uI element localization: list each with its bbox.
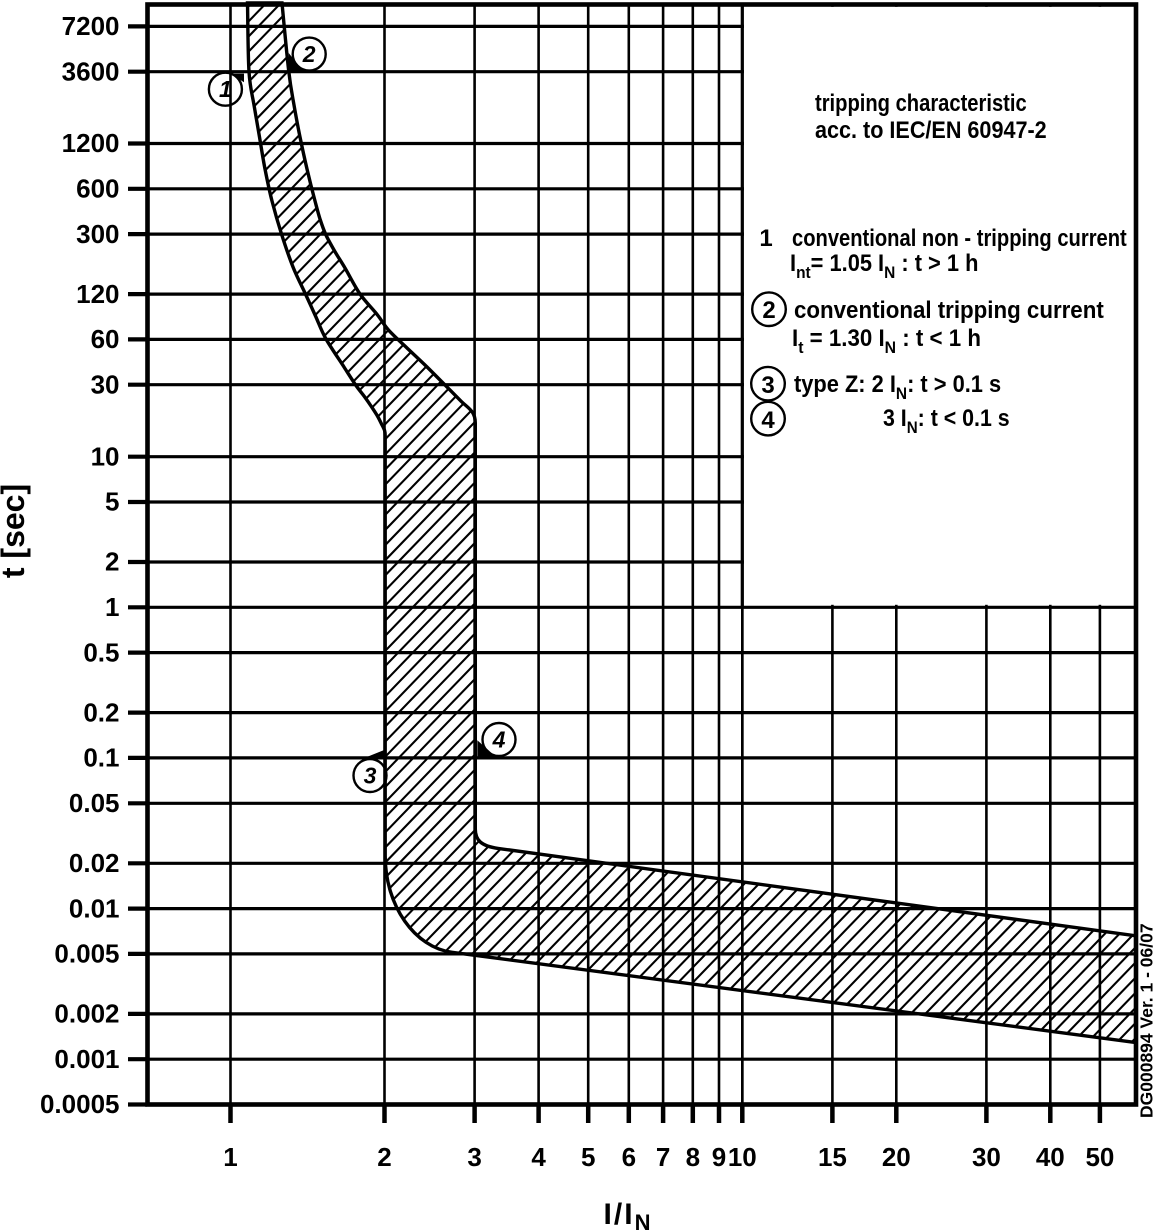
- svg-text:120: 120: [76, 279, 119, 309]
- svg-text:t [sec]: t [sec]: [0, 484, 31, 578]
- svg-text:0.002: 0.002: [54, 999, 119, 1029]
- svg-text:0.005: 0.005: [54, 939, 119, 969]
- svg-text:1: 1: [223, 1142, 237, 1172]
- svg-text:5: 5: [105, 487, 119, 517]
- svg-text:0.2: 0.2: [83, 697, 119, 727]
- svg-text:3: 3: [467, 1142, 481, 1172]
- svg-text:DG000894 Ver. 1 - 06/07: DG000894 Ver. 1 - 06/07: [1137, 923, 1153, 1118]
- svg-text:10: 10: [728, 1142, 757, 1172]
- svg-text:2: 2: [762, 297, 775, 324]
- svg-text:3: 3: [761, 372, 774, 399]
- svg-text:1: 1: [105, 592, 119, 622]
- svg-text:10: 10: [91, 441, 120, 471]
- svg-text:50: 50: [1085, 1142, 1114, 1172]
- svg-text:7: 7: [656, 1142, 670, 1172]
- svg-text:tripping characteristic: tripping characteristic: [815, 89, 1027, 116]
- svg-text:0.5: 0.5: [83, 637, 119, 667]
- svg-text:0.001: 0.001: [54, 1044, 119, 1074]
- svg-text:2: 2: [377, 1142, 391, 1172]
- svg-text:4: 4: [492, 727, 506, 753]
- svg-text:0.01: 0.01: [69, 893, 120, 923]
- svg-text:4: 4: [531, 1142, 546, 1172]
- svg-text:I/IN: I/IN: [604, 1198, 653, 1231]
- svg-text:7200: 7200: [62, 11, 120, 41]
- svg-text:300: 300: [76, 219, 119, 249]
- svg-text:2: 2: [302, 41, 316, 67]
- svg-text:600: 600: [76, 174, 119, 204]
- svg-text:2: 2: [105, 547, 119, 577]
- svg-text:1: 1: [759, 225, 772, 252]
- svg-text:3: 3: [364, 763, 377, 789]
- svg-text:60: 60: [91, 324, 120, 354]
- svg-text:15: 15: [818, 1142, 847, 1172]
- svg-text:5: 5: [581, 1142, 595, 1172]
- svg-text:conventional non - tripping cu: conventional non - tripping current: [792, 224, 1127, 251]
- svg-text:4: 4: [761, 407, 775, 434]
- svg-text:40: 40: [1036, 1142, 1065, 1172]
- svg-text:0.0005: 0.0005: [40, 1089, 120, 1119]
- svg-text:0.02: 0.02: [69, 848, 120, 878]
- svg-text:30: 30: [91, 369, 120, 399]
- svg-text:acc. to IEC/EN 60947-2: acc. to IEC/EN 60947-2: [815, 116, 1047, 143]
- svg-text:0.05: 0.05: [69, 788, 120, 818]
- svg-text:0.1: 0.1: [83, 743, 119, 773]
- svg-text:conventional tripping current: conventional tripping current: [794, 296, 1104, 323]
- svg-text:3600: 3600: [62, 56, 120, 86]
- svg-text:20: 20: [882, 1142, 911, 1172]
- svg-text:30: 30: [972, 1142, 1001, 1172]
- svg-text:9: 9: [712, 1142, 726, 1172]
- svg-text:8: 8: [686, 1142, 700, 1172]
- svg-text:6: 6: [622, 1142, 636, 1172]
- svg-text:1: 1: [219, 76, 232, 102]
- svg-text:1200: 1200: [62, 128, 120, 158]
